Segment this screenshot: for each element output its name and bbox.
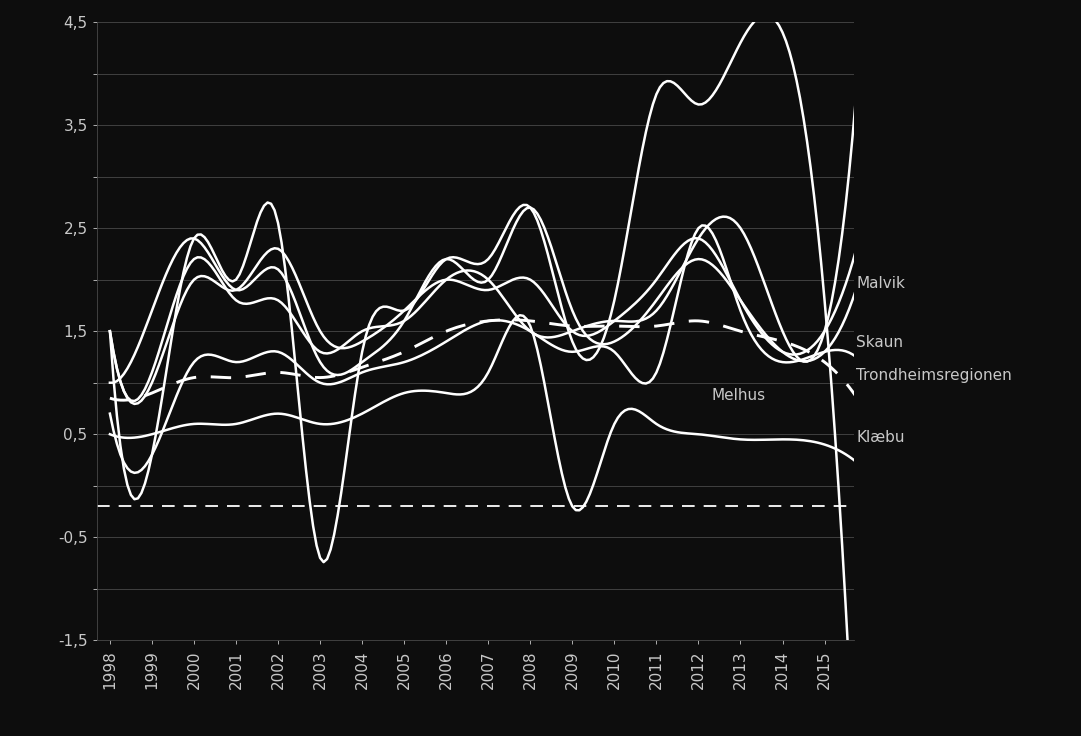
- Text: Trondheimsregionen: Trondheimsregionen: [856, 368, 1012, 383]
- Text: Klæbu: Klæbu: [856, 431, 905, 445]
- Text: Melhus: Melhus: [711, 388, 765, 403]
- Text: Malvik: Malvik: [856, 276, 905, 291]
- Text: Skaun: Skaun: [856, 335, 903, 350]
